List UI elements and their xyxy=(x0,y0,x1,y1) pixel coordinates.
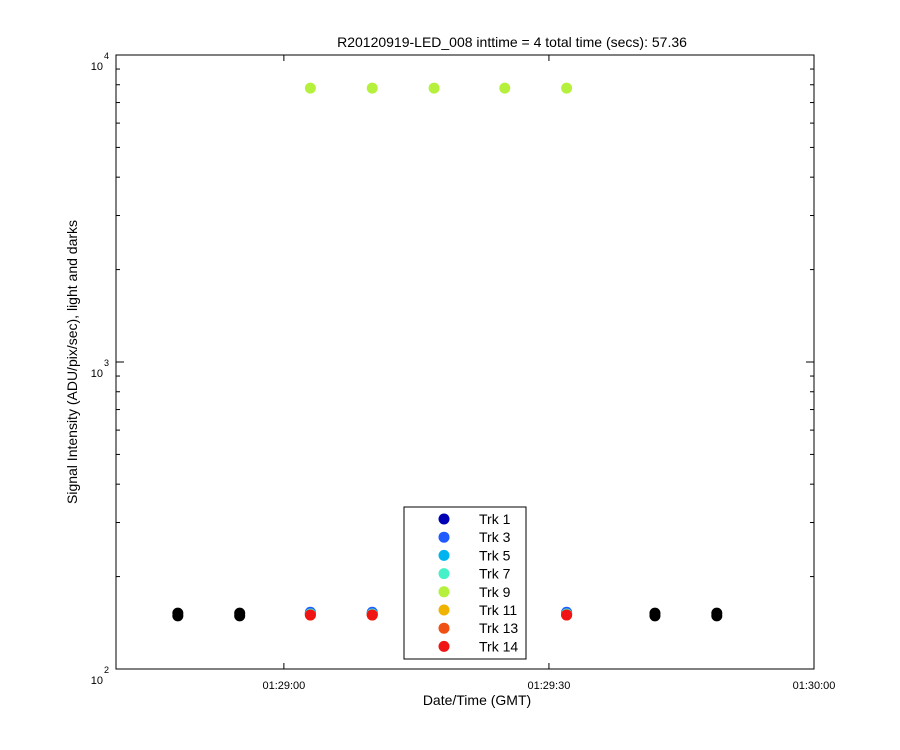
data-point xyxy=(366,609,378,621)
y-tick-base: 10 xyxy=(91,368,103,380)
legend-marker xyxy=(438,622,450,634)
data-point xyxy=(366,82,378,94)
y-tick-label: 10 xyxy=(91,61,103,73)
legend-marker xyxy=(438,549,450,561)
x-tick-label: 01:29:30 xyxy=(528,680,571,692)
chart-title: R20120919-LED_008 inttime = 4 total time… xyxy=(337,34,687,50)
legend-marker xyxy=(438,513,450,525)
data-point xyxy=(428,82,440,94)
data-point xyxy=(649,607,661,619)
legend-marker xyxy=(438,586,450,598)
data-point xyxy=(711,607,723,619)
data-point xyxy=(172,607,184,619)
legend-label: Trk 11 xyxy=(479,602,517,618)
y-tick-base: 10 xyxy=(91,675,103,687)
legend-label: Trk 3 xyxy=(479,529,511,545)
y-tick-label: 10 xyxy=(91,675,103,687)
legend-marker xyxy=(438,568,450,580)
legend-marker xyxy=(438,604,450,616)
legend-marker xyxy=(438,531,450,543)
legend-marker xyxy=(438,640,450,652)
y-tick-label: 10 xyxy=(91,368,103,380)
x-tick-labels: 01:29:00 01:29:30 01:30:00 xyxy=(262,680,835,692)
data-point xyxy=(499,82,511,94)
y-axis-label: Signal Intensity (ADU/pix/sec), light an… xyxy=(64,220,80,504)
legend-label: Trk 7 xyxy=(479,566,511,582)
data-point xyxy=(561,82,573,94)
y-tick-exponent: 2 xyxy=(104,665,109,675)
axis-ticks xyxy=(116,54,815,670)
legend-label: Trk 9 xyxy=(479,584,511,600)
y-tick-exponent: 3 xyxy=(104,358,109,368)
data-point xyxy=(234,607,246,619)
legend-label: Trk 5 xyxy=(479,547,511,563)
data-point xyxy=(561,609,573,621)
legend-label: Trk 1 xyxy=(479,511,511,527)
x-tick-label: 01:29:00 xyxy=(262,680,305,692)
data-points xyxy=(172,82,723,622)
x-tick-label: 01:30:00 xyxy=(793,680,836,692)
legend: Trk 1 Trk 3 Trk 5 Trk 7 Trk 9 Trk 11 Trk 13 Trk… xyxy=(403,506,527,660)
data-point xyxy=(304,82,316,94)
x-axis-label: Date/Time (GMT) xyxy=(423,692,531,708)
y-tick-exponent: 4 xyxy=(104,51,109,61)
y-tick-base: 10 xyxy=(91,61,103,73)
data-point xyxy=(304,609,316,621)
legend-label: Trk 13 xyxy=(479,620,518,636)
legend-label: Trk 14 xyxy=(479,638,518,654)
legend-box xyxy=(403,506,527,660)
